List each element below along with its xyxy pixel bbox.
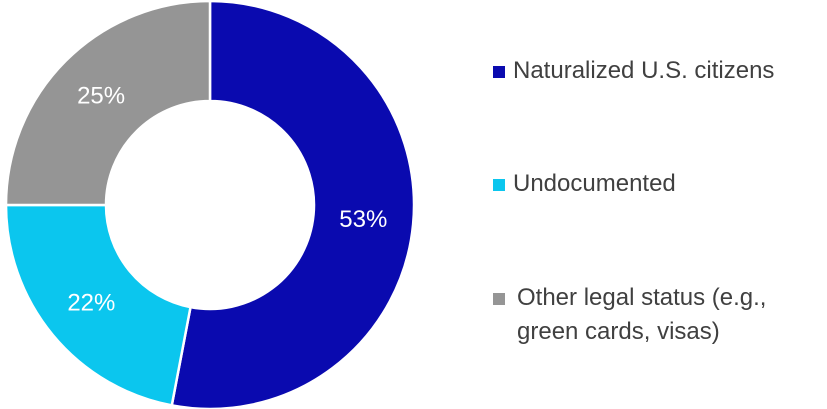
donut-slice-undocumented (4, 203, 192, 407)
data-label-undocumented: 22% (67, 290, 115, 317)
legend-item-undocumented: Undocumented (493, 167, 676, 201)
legend-swatch-naturalized-citizens (493, 66, 505, 78)
data-label-naturalized-citizens: 53% (339, 206, 387, 233)
legend-item-other-legal-status: Other legal status (e.g., green cards, v… (493, 281, 766, 349)
legend-label-other-legal-status-line-2: green cards, visas) (517, 318, 720, 345)
legend-swatch-other-legal-status (493, 293, 505, 305)
donut-slice-other-legal-status (4, 0, 212, 207)
data-label-other-legal-status: 25% (77, 83, 125, 110)
donut-slice-naturalized-citizens (170, 0, 416, 409)
legend-label-other-legal-status: Other legal status (e.g., green cards, v… (517, 281, 766, 349)
legend-swatch-undocumented (493, 179, 505, 191)
legend-label-undocumented: Undocumented (513, 170, 676, 197)
legend-item-naturalized-citizens: Naturalized U.S. citizens (493, 54, 774, 88)
legend-label-naturalized-citizens: Naturalized U.S. citizens (513, 57, 775, 84)
legend-label-other-legal-status-line-1: Other legal status (e.g., (517, 284, 767, 311)
